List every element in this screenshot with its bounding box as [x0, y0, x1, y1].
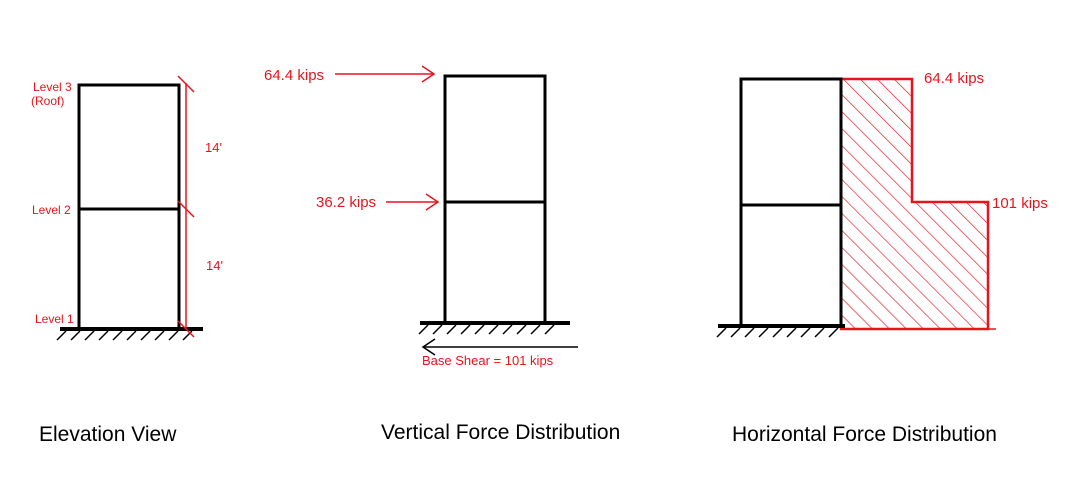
label-roof: (Roof)	[31, 94, 64, 108]
horizontal-force-distribution: 64.4 kips 101 kips Horizontal Force Dist…	[716, 70, 1048, 446]
label-level1: Level 1	[35, 312, 74, 326]
elevation-frame	[77, 83, 181, 331]
caption-horizontal-force-distribution: Horizontal Force Distribution	[732, 423, 997, 446]
label-force-mid: 36.2 kips	[316, 194, 376, 211]
label-level2: Level 2	[32, 203, 71, 217]
dimension-upper-story: 14'	[205, 140, 222, 155]
vertical-frame	[443, 74, 547, 325]
caption-elevation-view: Elevation View	[39, 423, 177, 446]
label-force-top: 64.4 kips	[264, 67, 324, 84]
vertical-ground-hatch	[418, 324, 555, 335]
label-base-shear: Base Shear = 101 kips	[422, 353, 554, 368]
label-shear-top: 64.4 kips	[924, 70, 984, 87]
arrow-force-top	[335, 65, 436, 83]
elevation-dimension-line	[177, 75, 195, 338]
story-shear-diagram	[839, 77, 990, 331]
horizontal-frame	[739, 77, 843, 328]
arrow-force-mid	[386, 193, 440, 211]
horizontal-ground-hatch	[716, 327, 839, 338]
caption-vertical-force-distribution: Vertical Force Distribution	[381, 421, 620, 444]
label-shear-bottom: 101 kips	[992, 195, 1048, 212]
arrow-base-shear	[421, 338, 578, 356]
vertical-force-distribution: 64.4 kips 36.2 kips Base Shear = 101 kip…	[264, 65, 620, 444]
dimension-lower-story: 14'	[206, 258, 223, 273]
elevation-view: Level 3 (Roof) Level 2 Level 1 14' 14' E…	[31, 75, 223, 446]
elevation-ground-hatch	[56, 330, 193, 341]
label-level3: Level 3	[33, 80, 72, 94]
